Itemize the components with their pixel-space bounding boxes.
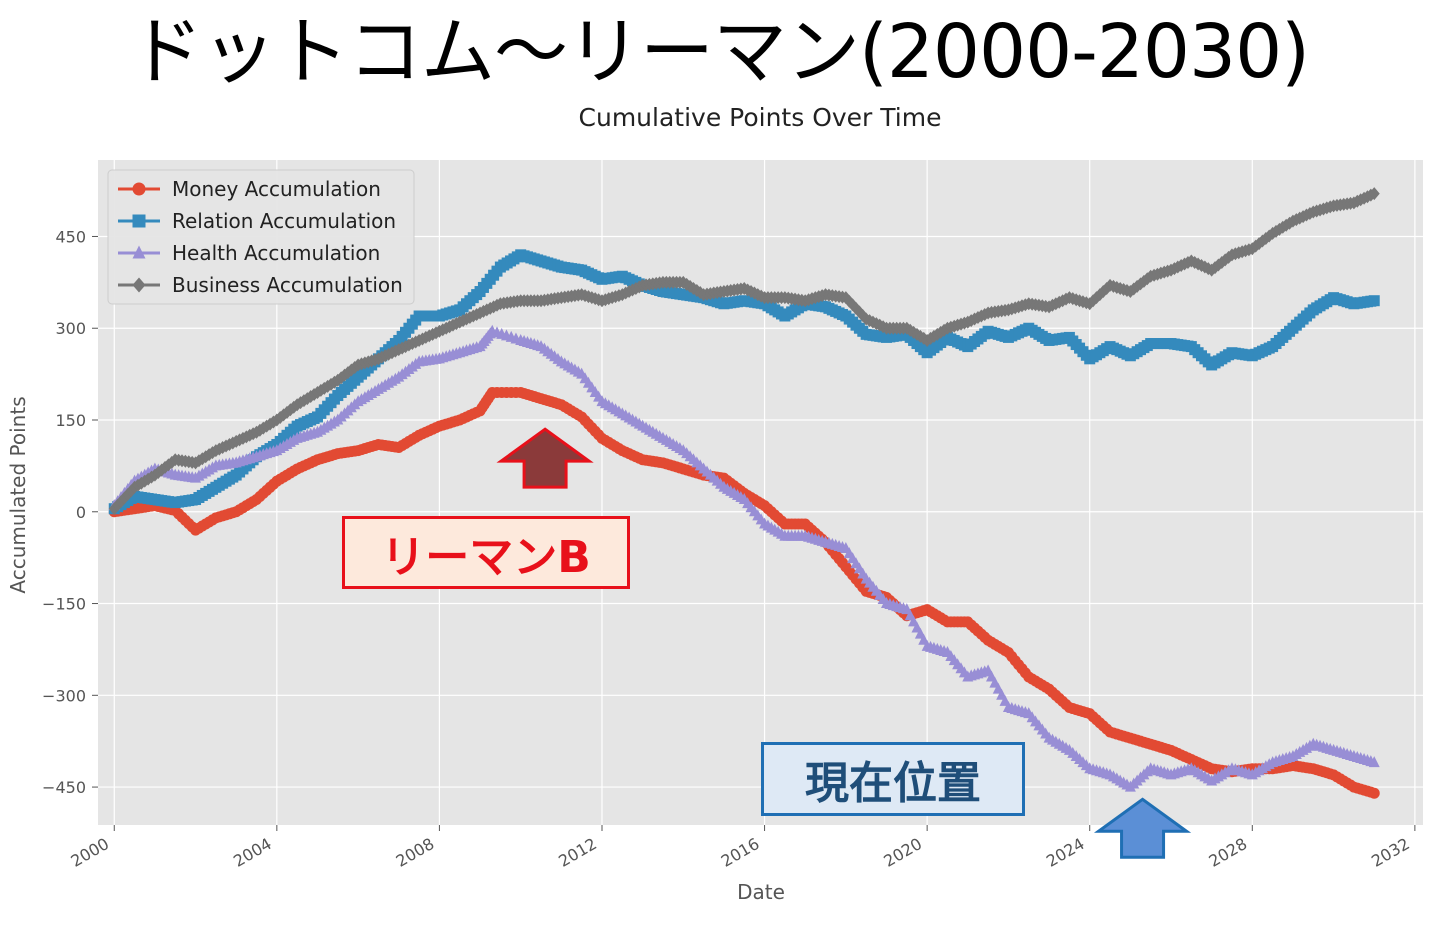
x-tick-label: 2000 [67, 834, 112, 871]
legend-entry: Relation Accumulation [118, 209, 396, 233]
chart-title: Cumulative Points Over Time [579, 103, 942, 132]
legend-entry: Health Accumulation [118, 241, 380, 265]
headline-title: ドットコム～リーマン(2000-2030) [128, 9, 1310, 95]
x-tick-label: 2016 [718, 834, 763, 871]
y-tick-label: 300 [55, 319, 86, 338]
x-tick-label: 2004 [230, 834, 275, 871]
legend-label: Money Accumulation [172, 177, 381, 201]
legend-box [107, 169, 415, 305]
data-point [132, 245, 146, 259]
series-business-accumulation [108, 187, 1380, 516]
x-tick-label: 2032 [1368, 834, 1413, 871]
x-tick-label: 2024 [1043, 834, 1088, 871]
y-tick-label: 450 [55, 227, 86, 246]
x-axis-label: Date [737, 880, 785, 904]
legend-entry: Money Accumulation [118, 177, 381, 201]
data-point [118, 491, 130, 505]
data-point [1368, 787, 1380, 799]
current-position-arrow-icon [1093, 797, 1192, 859]
data-point [1368, 756, 1380, 768]
x-tick-label: 2020 [880, 834, 925, 871]
data-point [132, 182, 146, 196]
series-health-accumulation [108, 324, 1380, 792]
legend-label: Health Accumulation [172, 241, 380, 265]
legend-label: Relation Accumulation [172, 209, 396, 233]
y-tick-label: −300 [42, 686, 86, 705]
data-point [1368, 187, 1380, 201]
data-point [1368, 295, 1380, 307]
x-tick-label: 2012 [555, 834, 600, 871]
y-tick-label: 150 [55, 411, 86, 430]
y-tick-label: −450 [42, 778, 86, 797]
legend-entry: Business Accumulation [118, 273, 403, 297]
x-tick-label: 2008 [393, 834, 438, 871]
lehman-annotation-box: リーマンB [342, 516, 630, 589]
current-position-annotation-box: 現在位置 [761, 742, 1025, 816]
data-point [132, 277, 146, 293]
x-tick-label: 2028 [1206, 834, 1251, 871]
y-tick-label: 0 [76, 503, 86, 522]
series-layer [108, 187, 1380, 799]
legend-label: Business Accumulation [172, 273, 403, 297]
lehman-arrow-icon [496, 427, 594, 489]
data-point [132, 214, 146, 228]
annotation-arrows [496, 427, 1192, 859]
data-point [162, 458, 174, 472]
legend: Money Accumulation Relation Accumulation H… [107, 169, 415, 305]
y-axis-label: Accumulated Points [6, 396, 30, 593]
y-tick-label: −150 [42, 595, 86, 614]
